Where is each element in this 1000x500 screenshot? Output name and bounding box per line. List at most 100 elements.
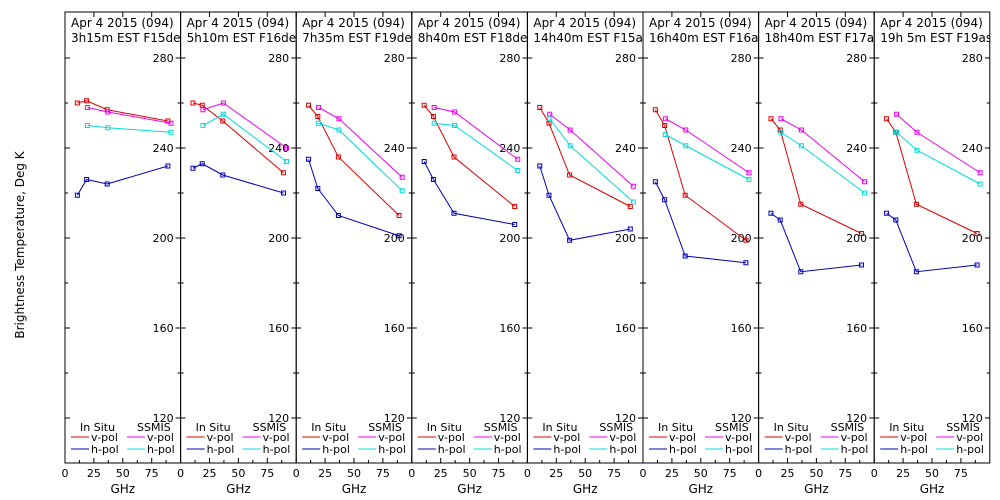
panel-title: Apr 4 2015 (094) <box>71 16 174 30</box>
y-tick-label: 240 <box>615 142 636 155</box>
legend-label: v-pol <box>438 431 465 444</box>
series-line <box>423 104 516 207</box>
data-point <box>431 105 437 110</box>
legend-label: v-pol <box>900 431 927 444</box>
data-point <box>630 183 636 189</box>
series-line <box>896 113 981 174</box>
series-line <box>202 113 287 162</box>
legend-label: v-pol <box>553 431 580 444</box>
data-point <box>396 213 402 218</box>
x-axis-label: GHz <box>573 482 598 496</box>
data-point <box>430 177 436 182</box>
y-tick-label: 280 <box>384 52 405 65</box>
legend-label: v-pol <box>263 431 290 444</box>
data-point <box>105 125 111 131</box>
data-point <box>284 145 290 151</box>
panel-title: Apr 4 2015 (094) <box>880 16 983 30</box>
panel-3: 120 160 200 240 280 0 25 50 75 GHz Apr 4 2015 (094… <box>293 11 413 496</box>
y-tick-label: 240 <box>499 142 520 155</box>
y-tick-label: 240 <box>384 142 405 155</box>
legend-title-ssmis: SSMIS <box>946 421 980 434</box>
data-point <box>567 127 573 133</box>
series-line <box>539 107 631 207</box>
x-axis-label: GHz <box>804 482 829 496</box>
legend-title-ssmis: SSMIS <box>484 421 518 434</box>
data-point <box>199 161 205 167</box>
legend-label: h-pol <box>378 443 406 456</box>
y-tick-label: 200 <box>499 232 520 245</box>
data-point <box>316 120 322 126</box>
legend-label: h-pol <box>609 443 637 456</box>
y-tick-label: 120 <box>499 412 520 425</box>
data-point <box>894 129 900 135</box>
data-point <box>682 253 688 259</box>
legend-title-ssmis: SSMIS <box>137 421 171 434</box>
series-line <box>886 212 978 273</box>
y-tick-label: 160 <box>268 322 289 335</box>
y-tick-label: 160 <box>615 322 636 335</box>
data-point <box>778 129 784 135</box>
data-point <box>452 109 458 115</box>
y-tick-label: 160 <box>962 322 983 335</box>
panel-2: 120 160 200 240 280 0 25 50 75 GHz Apr 4 2015 (094… <box>177 11 303 496</box>
legend-label: h-pol <box>785 443 813 456</box>
data-point <box>165 163 171 169</box>
series-line <box>770 118 862 234</box>
data-point <box>974 262 980 268</box>
panel-subtitle: 5h10m EST F16des <box>187 31 303 45</box>
panel-titles: Apr 4 2015 (094)19h 5m EST F19asc <box>880 16 990 45</box>
data-point <box>200 123 206 128</box>
x-tick-label: 0 <box>640 467 647 480</box>
x-tick-label: 50 <box>116 467 130 480</box>
data-point <box>315 114 321 119</box>
panel-titles: Apr 4 2015 (094)8h40m EST F18des <box>418 16 534 45</box>
panel-subtitle: 8h40m EST F18des <box>418 31 534 45</box>
x-tick-label: 50 <box>925 467 939 480</box>
series-line <box>423 161 515 225</box>
data-point <box>336 116 342 122</box>
data-point <box>280 190 286 196</box>
y-tick-label: 160 <box>731 322 752 335</box>
data-point <box>200 107 206 113</box>
series-line <box>780 118 865 183</box>
data-point <box>537 163 543 169</box>
series-group <box>74 98 174 198</box>
x-axis-label: GHz <box>226 482 251 496</box>
data-point <box>798 127 804 133</box>
data-point <box>914 129 920 135</box>
data-point <box>512 222 518 227</box>
panel-title: Apr 4 2015 (094) <box>302 16 405 30</box>
y-tick-label: 200 <box>731 232 752 245</box>
series-line <box>654 181 746 264</box>
x-tick-label: 75 <box>145 467 159 480</box>
legend-title-insitu: In Situ <box>774 421 809 434</box>
data-point <box>977 181 983 187</box>
data-point <box>768 116 774 122</box>
data-point <box>662 197 668 203</box>
legend-label: h-pol <box>900 443 928 456</box>
data-point <box>862 179 868 185</box>
data-point <box>316 105 322 110</box>
panel-titles: Apr 4 2015 (094)5h10m EST F16des <box>187 16 303 45</box>
series-group <box>190 100 290 196</box>
series-group <box>768 116 868 275</box>
legend-title-ssmis: SSMIS <box>715 421 749 434</box>
series-line <box>308 104 400 216</box>
series-line <box>539 165 631 241</box>
x-tick-label: 50 <box>463 467 477 480</box>
y-tick-label: 200 <box>962 232 983 245</box>
y-tick-label: 240 <box>846 142 867 155</box>
y-tick-label: 160 <box>846 322 867 335</box>
series-line <box>434 122 519 171</box>
data-point <box>884 116 890 122</box>
panel-titles: Apr 4 2015 (094)14h40m EST F15asc <box>533 16 643 45</box>
y-axis-label: Brightness Temperature, Deg K <box>13 150 27 338</box>
data-point <box>84 177 90 182</box>
data-point <box>682 192 688 198</box>
data-point <box>977 170 983 176</box>
legend-label: v-pol <box>669 431 696 444</box>
